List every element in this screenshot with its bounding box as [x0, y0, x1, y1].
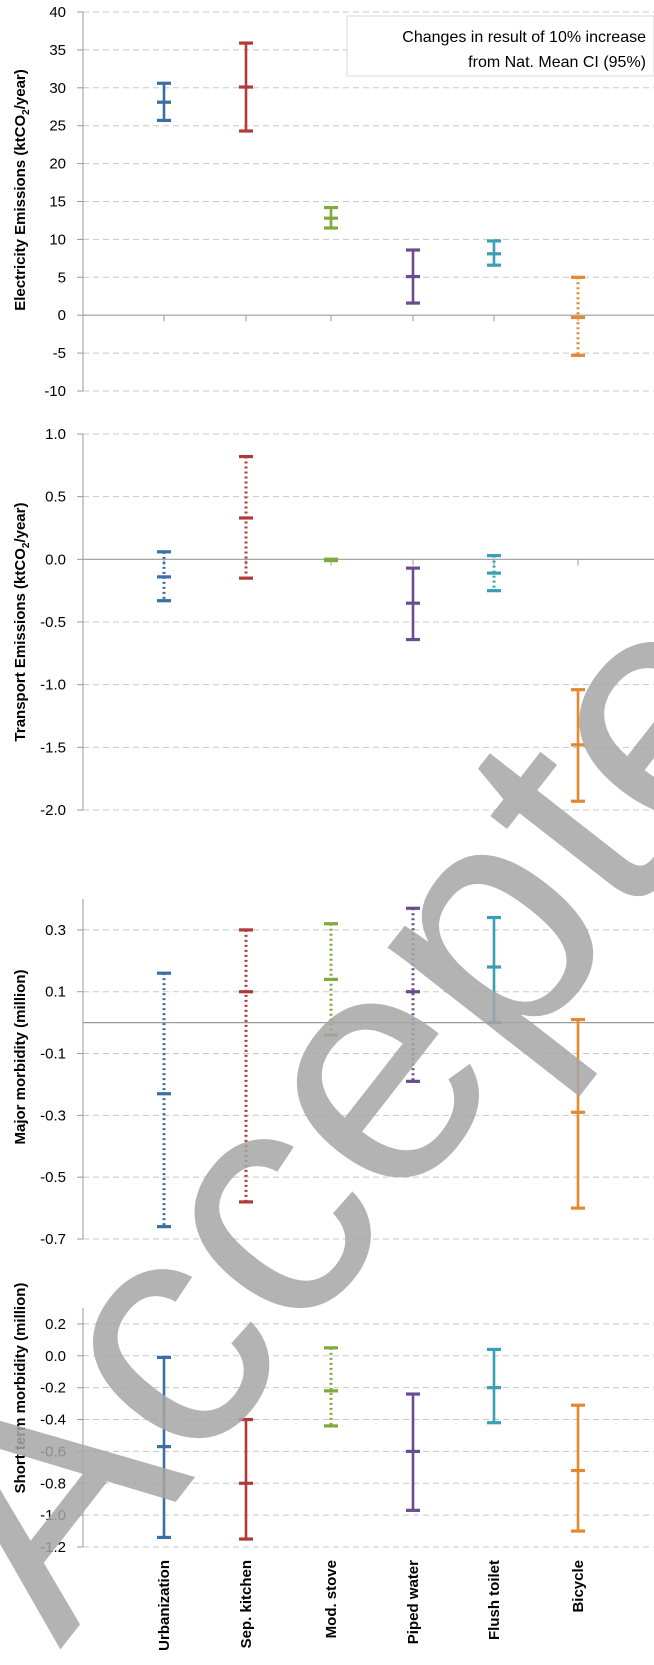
y-tick-label: -0.7 [40, 1231, 66, 1248]
y-tick-label: 10 [49, 231, 66, 248]
x-tick-label: Sep. kitchen [238, 1560, 255, 1648]
y-axis-label-text: Major morbidity (million) [12, 969, 29, 1144]
error-bar-flush-toilet [487, 915, 501, 1025]
y-axis-label-subscript: 2 [21, 542, 32, 548]
y-tick-label: -0.5 [40, 614, 66, 631]
y-tick-label: -0.4 [40, 1412, 66, 1429]
panel-4: -1.2 -1.0 -0.8 -0.6 -0.4 -0.2 0.0 0.2 Short term… [12, 1283, 654, 1556]
y-tick-label: 20 [49, 156, 66, 173]
error-bar-sep-kitchen [239, 928, 253, 1204]
y-axis-label: Electricity Emissions (ktCO2/year) [12, 69, 32, 311]
y-tick-label: -10 [44, 383, 66, 400]
y-tick-label: -1.2 [40, 1539, 66, 1556]
y-axis-label-text: /year) [12, 503, 29, 543]
error-bar-sep-kitchen [239, 454, 253, 580]
error-bar-piped-water [406, 566, 420, 642]
y-tick-label: 0 [58, 307, 66, 324]
error-bar-bicycle [571, 688, 585, 803]
y-tick-label: 0.1 [45, 984, 66, 1001]
error-bar-bicycle [571, 1403, 585, 1533]
error-bar-mod-stove [324, 922, 338, 1037]
legend-box [346, 15, 654, 77]
error-bar-bicycle [571, 275, 585, 357]
y-axis-label-subscript: 2 [21, 109, 32, 115]
x-tick-label: Bicycle [570, 1560, 587, 1613]
panel-3: -0.7 -0.5 -0.3 -0.1 0.1 0.3 Major morbidity (m… [12, 899, 654, 1248]
y-tick-label: -0.5 [40, 1169, 66, 1186]
error-bar-sep-kitchen [239, 1417, 253, 1541]
error-bar-flush-toilet [487, 1347, 501, 1425]
y-tick-label: 0.3 [45, 922, 66, 939]
y-tick-label: 0.2 [45, 1316, 66, 1333]
y-tick-label: 0.0 [45, 551, 66, 568]
y-axis-label: Short term morbidity (million) [12, 1283, 29, 1494]
y-tick-label: 35 [49, 42, 66, 59]
legend-text: Changes in result of 10% increase [402, 29, 646, 46]
error-bar-flush-toilet [487, 553, 501, 593]
x-tick-label: Urbanization [156, 1560, 173, 1651]
error-bar-urbanization [157, 1355, 171, 1540]
y-axis-label-text: Transport Emissions (ktCO [12, 548, 29, 742]
y-axis-label-text: Electricity Emissions (ktCO [12, 115, 29, 311]
error-bar-piped-water [406, 906, 420, 1083]
error-bar-mod-stove [324, 205, 338, 230]
y-tick-label: 5 [58, 269, 66, 286]
y-tick-label: 40 [49, 4, 66, 21]
y-axis-label-text: /year) [12, 69, 29, 109]
error-bar-mod-stove [324, 1346, 338, 1428]
y-tick-label: -0.6 [40, 1443, 66, 1460]
y-tick-label: -1.5 [40, 739, 66, 756]
y-tick-label: -0.8 [40, 1475, 66, 1492]
y-tick-label: 0.0 [45, 1348, 66, 1365]
y-tick-label: 15 [49, 194, 66, 211]
x-tick-label: Mod. stove [323, 1560, 340, 1638]
error-bar-urbanization [157, 971, 171, 1229]
y-tick-label: -0.2 [40, 1380, 66, 1397]
y-tick-label: -1.0 [40, 677, 66, 694]
error-bar-flush-toilet [487, 239, 501, 267]
panel-2: -2.0 -1.5 -1.0 -0.5 0.0 0.5 1.0 Transport Emiss… [12, 426, 654, 819]
error-bar-urbanization [157, 550, 171, 603]
y-tick-label: -0.1 [40, 1046, 66, 1063]
y-tick-label: 30 [49, 80, 66, 97]
panels: -10 -5 0 5 10 15 20 25 30 35 40 Electricity Emissio… [12, 4, 654, 1556]
y-tick-label: -5 [53, 345, 66, 362]
legend: Changes in result of 10% increase from Na… [346, 15, 654, 77]
y-tick-label: -1.0 [40, 1507, 66, 1524]
y-axis-label: Transport Emissions (ktCO2/year) [12, 503, 32, 742]
error-bar-urbanization [157, 81, 171, 122]
y-tick-label: -2.0 [40, 802, 66, 819]
error-bar-sep-kitchen [239, 41, 253, 133]
x-tick-label: Flush toilet [486, 1560, 503, 1640]
y-tick-label: 25 [49, 118, 66, 135]
panel-1: -10 -5 0 5 10 15 20 25 30 35 40 Electricity Emissio… [12, 4, 654, 400]
y-tick-label: 1.0 [45, 426, 66, 443]
legend-text: from Nat. Mean CI (95%) [468, 54, 646, 71]
y-axis-label: Major morbidity (million) [12, 969, 29, 1144]
y-axis-label-text: Short term morbidity (million) [12, 1283, 29, 1494]
y-tick-label: -0.3 [40, 1107, 66, 1124]
error-bar-piped-water [406, 1392, 420, 1512]
error-bar-bicycle [571, 1017, 585, 1210]
error-bar-piped-water [406, 248, 420, 305]
x-tick-label: Piped water [405, 1560, 422, 1644]
y-tick-label: 0.5 [45, 489, 66, 506]
error-bar-mod-stove [324, 557, 338, 563]
category-labels: Urbanization Sep. kitchen Mod. stove Piped … [156, 1560, 587, 1651]
